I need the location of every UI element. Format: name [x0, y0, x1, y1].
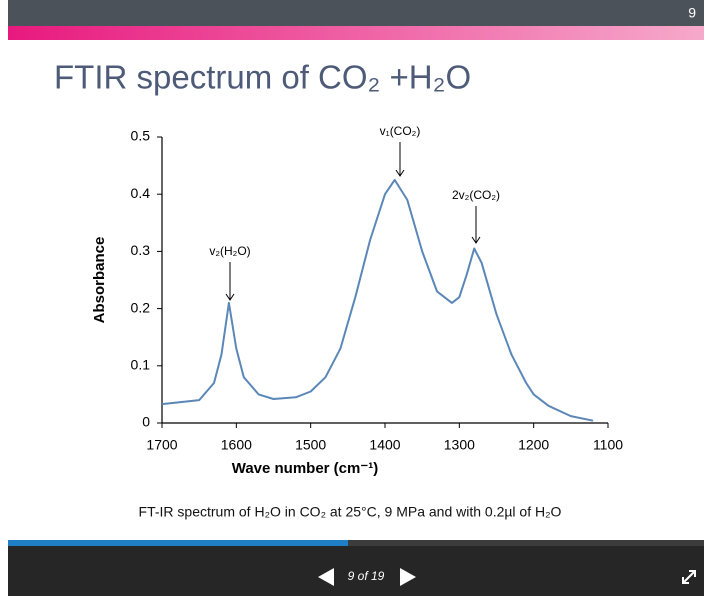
x-tick-label: 1100 [593, 437, 623, 453]
fullscreen-button[interactable] [682, 570, 696, 584]
x-tick-label: 1500 [295, 437, 326, 453]
y-tick-label: 0 [142, 414, 150, 430]
y-tick-label: 0.1 [131, 357, 151, 373]
progress-fill [8, 540, 348, 546]
slide-title: FTIR spectrum of CO₂ +H₂O [54, 59, 471, 96]
annotation-arrowhead [225, 293, 235, 301]
next-button[interactable] [400, 568, 416, 586]
spectrum-line [161, 178, 594, 422]
annotation-arrowhead [471, 236, 481, 244]
top-bar [8, 0, 704, 26]
x-tick-label: 1300 [444, 437, 475, 453]
annotation-arrowhead [395, 169, 405, 177]
x-tick-label: 1700 [146, 437, 177, 453]
y-tick-label: 0.5 [131, 128, 151, 144]
viewer-bar [8, 540, 704, 596]
annotation: 2v₂(CO₂) [452, 188, 500, 202]
x-tick-label: 1200 [518, 437, 549, 453]
x-axis-label: Wave number (cm⁻¹) [232, 460, 379, 477]
x-tick-label: 1600 [221, 437, 252, 453]
x-tick-label: 1400 [369, 437, 400, 453]
annotation: v₁(CO₂) [380, 124, 421, 138]
progress-track [8, 540, 704, 546]
y-tick-label: 0.3 [131, 242, 151, 258]
accent-band [8, 26, 704, 40]
slide [0, 0, 712, 540]
annotation: v₂(H₂O) [209, 244, 250, 258]
y-axis-label: Absorbance [91, 237, 108, 324]
slide-number: 9 [688, 5, 696, 21]
y-tick-label: 0.2 [131, 299, 151, 315]
page-indicator: 9 of 19 [348, 569, 385, 583]
prev-button[interactable] [318, 568, 334, 586]
y-tick-label: 0.4 [131, 185, 151, 201]
caption: FT-IR spectrum of H₂O in CO₂ at 25°C, 9 … [139, 504, 562, 520]
